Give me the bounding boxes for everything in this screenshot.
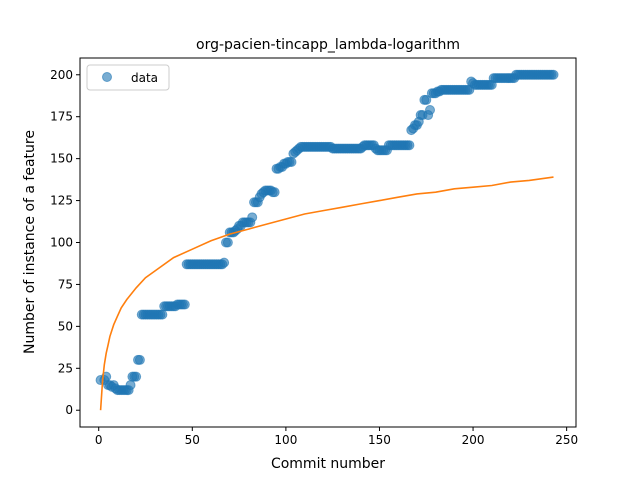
data-point <box>425 104 436 115</box>
legend-entry-data: data <box>131 71 158 85</box>
data-point <box>269 187 280 198</box>
plot-marks <box>95 69 559 411</box>
y-tick-label: 75 <box>58 277 73 291</box>
data-point <box>179 299 190 310</box>
x-axis-label: Commit number <box>271 456 385 472</box>
y-tick-label: 175 <box>50 110 73 124</box>
y-tick-label: 0 <box>65 403 73 417</box>
fit-line <box>99 176 554 411</box>
data-point <box>157 309 168 320</box>
data-point <box>404 140 415 151</box>
data-point <box>421 94 432 105</box>
data-point <box>548 69 559 80</box>
x-tick-label: 0 <box>95 433 103 447</box>
y-tick-label: 125 <box>50 194 73 208</box>
x-tick-label: 250 <box>555 433 578 447</box>
x-tick-label: 50 <box>185 433 200 447</box>
data-point <box>222 237 233 248</box>
legend: data <box>86 64 170 91</box>
data-point <box>219 257 230 268</box>
y-tick-label: 100 <box>50 236 73 250</box>
y-ticks: 0 25 50 75 100 125 150 175 200 <box>50 68 80 417</box>
y-tick-label: 200 <box>50 68 73 82</box>
x-tick-label: 200 <box>462 433 485 447</box>
y-tick-label: 25 <box>58 361 73 375</box>
data-point <box>134 354 145 365</box>
legend-box <box>86 64 170 91</box>
data-point <box>247 212 258 223</box>
legend-marker <box>102 72 112 82</box>
chart-title: org-pacien-tincapp_lambda-logarithm <box>196 37 460 53</box>
y-axis-label: Number of instance of a feature <box>22 130 38 354</box>
y-tick-label: 50 <box>58 319 73 333</box>
x-tick-label: 100 <box>274 433 297 447</box>
x-ticks: 0 50 100 150 200 250 <box>95 427 578 447</box>
data-point <box>125 380 136 391</box>
y-tick-label: 150 <box>50 152 73 166</box>
data-point <box>131 371 142 382</box>
x-tick-label: 150 <box>368 433 391 447</box>
data-point <box>286 156 297 167</box>
